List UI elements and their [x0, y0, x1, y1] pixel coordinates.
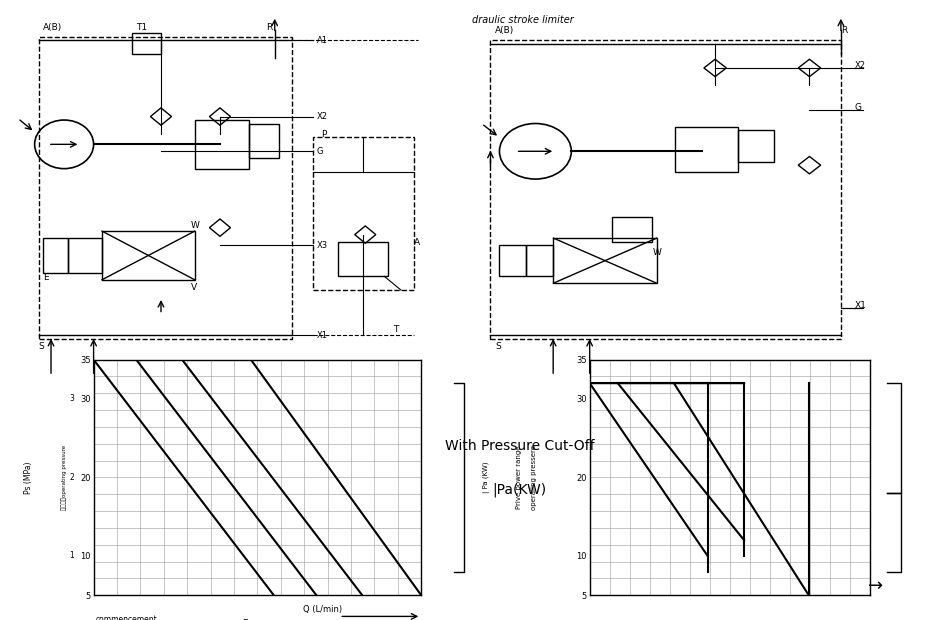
Text: R: R [841, 26, 847, 35]
Bar [195, 120, 250, 169]
Text: X1: X1 [855, 301, 866, 309]
Text: Flow: Flow [242, 619, 259, 620]
Bar [102, 231, 195, 280]
Bar [68, 238, 102, 273]
Text: 1: 1 [69, 551, 74, 560]
Text: Prive power range: Prive power range [517, 446, 522, 509]
Text: R: R [266, 23, 272, 32]
Text: X3: X3 [316, 241, 328, 249]
Bar [612, 217, 652, 242]
Bar [43, 238, 68, 273]
Text: →: → [868, 577, 883, 595]
Text: S: S [39, 342, 45, 351]
Text: 3: 3 [69, 394, 74, 404]
Text: T: T [393, 325, 398, 334]
Text: X1: X1 [316, 331, 328, 340]
Text: commencement
of control: commencement of control [95, 616, 157, 620]
Text: A: A [414, 238, 420, 247]
Bar [675, 127, 738, 172]
Text: A(B): A(B) [43, 23, 63, 32]
Text: V: V [191, 283, 197, 292]
Text: T1: T1 [136, 23, 147, 32]
Text: 工作压力operating pressure: 工作压力operating pressure [62, 445, 66, 510]
Text: W: W [652, 249, 661, 257]
Text: draulic stroke limiter: draulic stroke limiter [473, 15, 575, 25]
Bar [490, 40, 841, 339]
Text: | Pa (KW): | Pa (KW) [483, 462, 490, 493]
Bar [39, 37, 292, 339]
Text: G: G [855, 103, 861, 112]
Text: X2: X2 [316, 112, 328, 121]
Text: S: S [495, 342, 501, 351]
Text: Q (L/min): Q (L/min) [303, 604, 343, 614]
Text: A1: A1 [316, 36, 328, 45]
Bar [313, 138, 414, 290]
Text: operaling pressere: operaling pressere [531, 445, 536, 510]
Text: |Pa(KW): |Pa(KW) [492, 482, 547, 497]
Text: G: G [316, 147, 323, 156]
Bar [338, 242, 388, 277]
Text: 2: 2 [69, 473, 74, 482]
Text: With Pressure Cut-Off: With Pressure Cut-Off [445, 440, 594, 453]
Text: A(B): A(B) [495, 26, 514, 35]
Text: P: P [321, 130, 327, 140]
Bar [249, 123, 279, 158]
Bar [526, 245, 553, 277]
Text: X2: X2 [855, 61, 866, 70]
Bar [553, 238, 657, 283]
Text: Ps (MPa): Ps (MPa) [23, 461, 33, 494]
Bar [131, 33, 161, 54]
Text: W: W [191, 221, 199, 229]
Bar [500, 245, 526, 277]
Bar [738, 130, 773, 162]
Text: E: E [43, 273, 49, 281]
